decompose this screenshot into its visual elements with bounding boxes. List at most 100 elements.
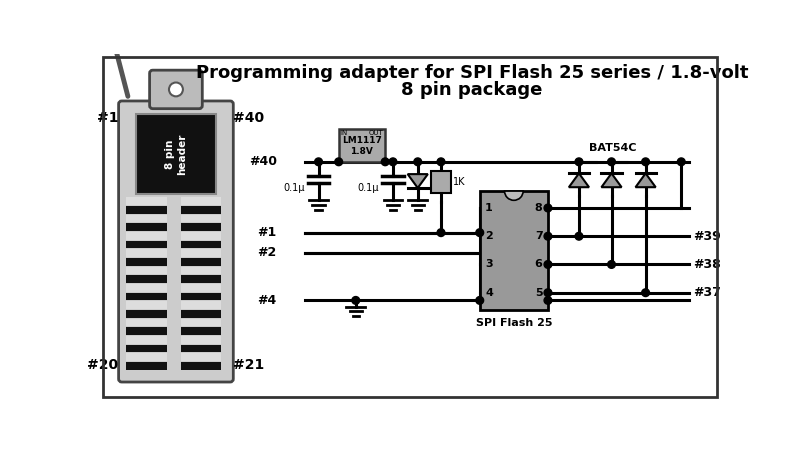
Text: #1: #1 bbox=[258, 226, 277, 239]
Bar bbox=[126, 224, 166, 231]
Bar bbox=[181, 258, 221, 266]
Bar bbox=[480, 191, 548, 310]
Text: 1: 1 bbox=[485, 203, 493, 213]
Bar bbox=[181, 215, 221, 222]
Bar bbox=[126, 362, 166, 370]
Bar bbox=[126, 206, 166, 214]
Bar bbox=[126, 310, 166, 318]
Bar bbox=[126, 258, 166, 266]
Polygon shape bbox=[408, 174, 428, 188]
Text: 8 pin package: 8 pin package bbox=[402, 81, 542, 99]
Bar bbox=[136, 114, 216, 194]
Text: 6: 6 bbox=[534, 260, 542, 270]
Bar bbox=[181, 319, 221, 326]
Bar bbox=[126, 284, 166, 292]
Bar bbox=[126, 328, 166, 335]
Text: #37: #37 bbox=[693, 286, 721, 299]
Text: 8: 8 bbox=[534, 203, 542, 213]
Text: BAT54C: BAT54C bbox=[589, 143, 636, 153]
Circle shape bbox=[476, 297, 484, 304]
Circle shape bbox=[575, 158, 583, 166]
Circle shape bbox=[382, 158, 389, 166]
Circle shape bbox=[678, 158, 685, 166]
Bar bbox=[181, 249, 221, 257]
Circle shape bbox=[544, 297, 552, 304]
Bar bbox=[126, 198, 166, 205]
Bar bbox=[126, 249, 166, 257]
Text: #21: #21 bbox=[234, 358, 265, 372]
Text: 1.8V: 1.8V bbox=[350, 147, 374, 156]
Bar bbox=[126, 241, 166, 248]
Text: #2: #2 bbox=[258, 246, 277, 259]
Text: #38: #38 bbox=[693, 258, 721, 271]
Circle shape bbox=[335, 158, 342, 166]
Bar bbox=[181, 275, 221, 283]
Text: 2: 2 bbox=[485, 231, 493, 241]
Bar bbox=[181, 293, 221, 301]
Bar bbox=[181, 353, 221, 361]
Bar bbox=[126, 267, 166, 274]
Text: SPI Flash 25: SPI Flash 25 bbox=[475, 319, 552, 328]
Circle shape bbox=[608, 261, 615, 268]
Circle shape bbox=[314, 158, 322, 166]
Circle shape bbox=[437, 229, 445, 237]
Bar bbox=[431, 171, 451, 193]
FancyBboxPatch shape bbox=[150, 70, 202, 108]
Bar bbox=[181, 345, 221, 352]
Circle shape bbox=[476, 229, 484, 237]
Text: 1K: 1K bbox=[454, 177, 466, 187]
FancyBboxPatch shape bbox=[118, 101, 234, 382]
Polygon shape bbox=[602, 173, 622, 187]
Bar bbox=[181, 302, 221, 309]
Bar bbox=[126, 275, 166, 283]
Circle shape bbox=[575, 232, 583, 240]
Text: IN: IN bbox=[340, 130, 347, 136]
Text: #40: #40 bbox=[249, 155, 277, 168]
Text: 5: 5 bbox=[535, 288, 542, 298]
Bar bbox=[181, 198, 221, 205]
Circle shape bbox=[642, 158, 650, 166]
Text: #39: #39 bbox=[693, 230, 721, 243]
Circle shape bbox=[544, 232, 552, 240]
Ellipse shape bbox=[106, 14, 119, 37]
Bar bbox=[126, 232, 166, 240]
Bar bbox=[126, 353, 166, 361]
Circle shape bbox=[642, 289, 650, 297]
Text: Programming adapter for SPI Flash 25 series / 1.8-volt: Programming adapter for SPI Flash 25 ser… bbox=[196, 64, 748, 82]
Bar bbox=[181, 267, 221, 274]
Wedge shape bbox=[505, 191, 523, 200]
Text: 0.1µ: 0.1µ bbox=[358, 183, 379, 193]
Bar bbox=[181, 336, 221, 344]
Circle shape bbox=[544, 204, 552, 212]
Bar bbox=[181, 241, 221, 248]
Text: #4: #4 bbox=[258, 294, 277, 307]
Circle shape bbox=[414, 158, 422, 166]
Bar bbox=[181, 284, 221, 292]
Bar bbox=[181, 224, 221, 231]
Bar bbox=[181, 328, 221, 335]
Bar bbox=[126, 345, 166, 352]
Circle shape bbox=[169, 82, 183, 96]
Polygon shape bbox=[569, 173, 589, 187]
Bar bbox=[126, 293, 166, 301]
Text: 0.1µ: 0.1µ bbox=[283, 183, 305, 193]
Text: 8 pin
header: 8 pin header bbox=[165, 133, 186, 175]
Text: #20: #20 bbox=[87, 358, 118, 372]
Text: #40: #40 bbox=[234, 111, 265, 125]
Circle shape bbox=[608, 158, 615, 166]
Bar bbox=[126, 336, 166, 344]
Bar bbox=[126, 319, 166, 326]
Circle shape bbox=[544, 289, 552, 297]
Text: 4: 4 bbox=[485, 288, 493, 298]
Bar bbox=[181, 362, 221, 370]
Polygon shape bbox=[635, 173, 656, 187]
Bar bbox=[181, 310, 221, 318]
Circle shape bbox=[389, 158, 397, 166]
Circle shape bbox=[352, 297, 360, 304]
Circle shape bbox=[544, 261, 552, 268]
Circle shape bbox=[437, 158, 445, 166]
Bar bbox=[126, 302, 166, 309]
Text: #1: #1 bbox=[97, 111, 118, 125]
Text: 7: 7 bbox=[534, 231, 542, 241]
Bar bbox=[126, 215, 166, 222]
